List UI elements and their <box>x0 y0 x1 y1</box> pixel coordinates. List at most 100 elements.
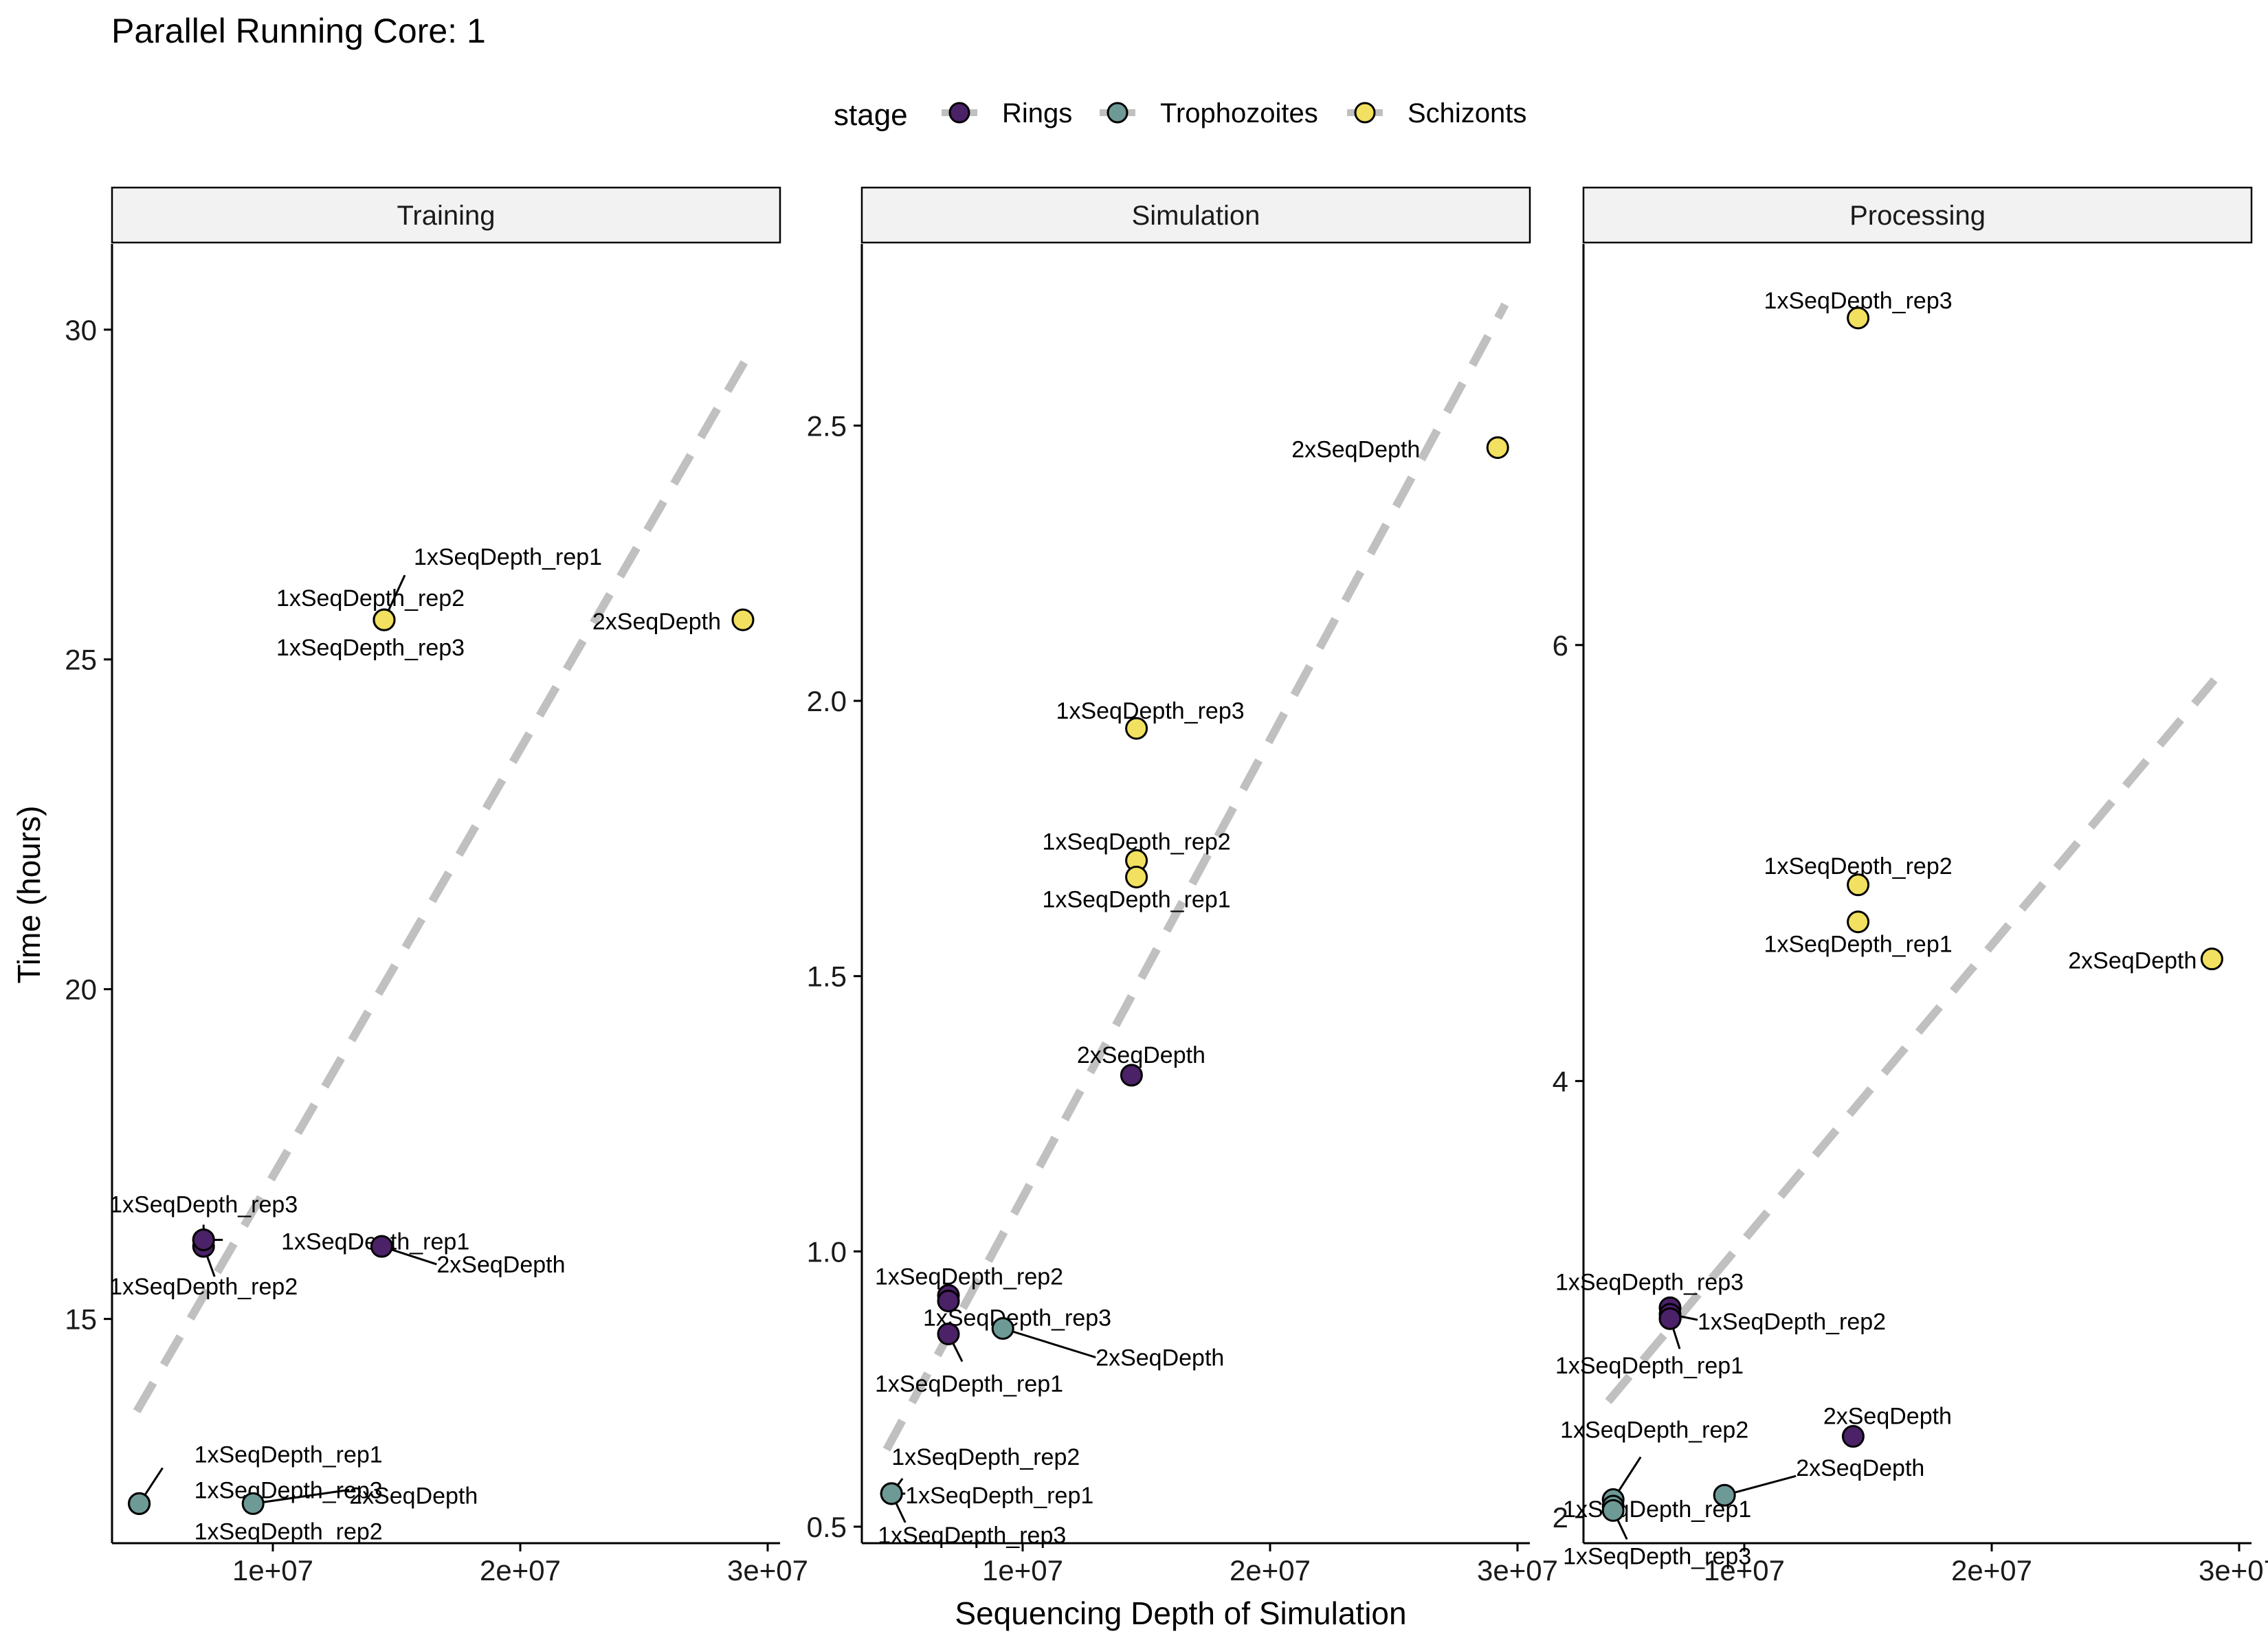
facet-strip <box>1582 186 2253 244</box>
legend: stage Rings Trophozoites Schizonts <box>834 98 1526 132</box>
point-label: 1xSeqDepth_rep3 <box>276 635 465 661</box>
data-point-schizonts <box>1486 436 1509 459</box>
x-tick-label: 3e+07 <box>727 1554 808 1586</box>
trend-line <box>882 302 1509 1452</box>
point-label: 1xSeqDepth_rep1 <box>1555 1353 1744 1379</box>
point-label: 1xSeqDepth_rep3 <box>1563 1543 1751 1569</box>
y-tick-label: 30 <box>65 314 97 346</box>
x-tick-label: 2e+07 <box>1230 1554 1311 1586</box>
data-point-schizonts <box>1847 910 1870 934</box>
y-tick-label: 6 <box>1553 629 1568 662</box>
y-tick-label: 1.5 <box>807 961 847 993</box>
y-tick-label: 2.0 <box>807 685 847 717</box>
panel-processing: Processing 2 4 6 1e+07 2e+07 3e+07 1xSeqDepth_r… <box>1553 186 2268 1586</box>
x-tick-label: 3e+07 <box>1477 1554 1558 1586</box>
data-point-rings <box>1658 1307 1682 1330</box>
y-tick-label: 20 <box>65 974 97 1006</box>
facet-strip <box>860 186 1531 244</box>
y-tick-label: 2 <box>1553 1501 1568 1534</box>
data-point-trophozoites <box>991 1317 1014 1340</box>
legend-title: stage <box>834 98 908 132</box>
point-label: 1xSeqDepth_rep2 <box>194 1518 383 1545</box>
x-axis-title: Sequencing Depth of Simulation <box>955 1595 1406 1631</box>
x-tick-label: 1e+07 <box>1704 1554 1785 1586</box>
y-tick-label: 0.5 <box>807 1511 847 1543</box>
data-point-trophozoites <box>1601 1499 1625 1522</box>
point-label: 2xSeqDepth <box>592 609 721 635</box>
label-leader-line <box>1002 1327 1096 1358</box>
point-label: 2xSeqDepth <box>1077 1042 1205 1068</box>
y-tick-label: 4 <box>1553 1065 1568 1097</box>
y-axis-title: Time (hours) <box>11 806 47 984</box>
point-label: 1xSeqDepth_rep3 <box>109 1191 298 1218</box>
point-label: 1xSeqDepth_rep1 <box>194 1442 383 1468</box>
data-point-rings <box>937 1323 960 1346</box>
data-point-trophozoites <box>880 1482 903 1505</box>
data-point-rings <box>370 1235 393 1258</box>
plot-title: Parallel Running Core: 1 <box>111 12 486 50</box>
facet-strip-label: Processing <box>1849 201 1986 231</box>
legend-key-point <box>948 102 970 124</box>
point-label: 1xSeqDepth_rep1 <box>875 1371 1063 1398</box>
point-label: 2xSeqDepth <box>1096 1345 1224 1371</box>
legend-key-point <box>1107 102 1129 124</box>
x-tick-label: 2e+07 <box>480 1554 561 1586</box>
data-point-trophozoites <box>128 1492 151 1515</box>
legend-item-schizonts: Schizonts <box>1347 98 1526 128</box>
legend-item-rings: Rings <box>942 98 1072 128</box>
point-label: 1xSeqDepth_rep2 <box>1698 1309 1886 1335</box>
point-label: 2xSeqDepth <box>436 1252 565 1278</box>
point-label: 1xSeqDepth_rep1 <box>1043 886 1231 912</box>
point-labels: 2xSeqDepth 1xSeqDepth_rep3 1xSeqDepth_rep2… <box>875 436 1420 1548</box>
point-label: 2xSeqDepth <box>2068 948 2197 974</box>
legend-item-trophozoites: Trophozoites <box>1100 98 1318 128</box>
point-label: 2xSeqDepth <box>1291 436 1420 462</box>
point-label: 1xSeqDepth_rep1 <box>414 544 602 570</box>
facet-strip-label: Simulation <box>1132 201 1260 231</box>
point-label: 1xSeqDepth_rep2 <box>1560 1417 1748 1444</box>
data-point-schizonts <box>373 608 396 631</box>
data-point-schizonts <box>1847 306 1870 330</box>
label-leader-line <box>252 1488 350 1505</box>
legend-label: Trophozoites <box>1160 98 1318 128</box>
panel-training: Training 15 20 25 30 1e+07 2e+07 3e+07 1xSeqDept… <box>65 186 808 1586</box>
legend-label: Schizonts <box>1408 98 1526 128</box>
x-tick-label: 2e+07 <box>1951 1554 2032 1586</box>
data-points <box>128 608 755 1515</box>
point-label: 1xSeqDepth_rep3 <box>1555 1269 1744 1295</box>
data-point-rings <box>1120 1064 1143 1087</box>
y-tick-label: 2.5 <box>807 410 847 442</box>
legend-label: Rings <box>1002 98 1072 128</box>
data-points <box>880 436 1509 1505</box>
x-tick-label: 1e+07 <box>982 1554 1063 1586</box>
panel-simulation: Simulation 0.5 1.0 1.5 2.0 2.5 1e+07 2e+07 3e+07… <box>807 186 1558 1586</box>
trend-line <box>133 354 752 1414</box>
x-tick-label: 1e+07 <box>232 1554 313 1586</box>
point-label: 1xSeqDepth_rep2 <box>109 1274 298 1300</box>
data-point-rings <box>937 1289 960 1312</box>
facet-strip-label: Training <box>397 201 495 231</box>
data-point-trophozoites <box>241 1492 265 1515</box>
legend-key-point <box>1354 102 1376 124</box>
data-point-trophozoites <box>1713 1483 1736 1507</box>
label-leader-line <box>1724 1474 1797 1496</box>
point-label: 2xSeqDepth <box>1823 1404 1952 1430</box>
facet-strip <box>111 186 781 244</box>
data-point-rings <box>1841 1425 1865 1448</box>
point-label: 1xSeqDepth_rep1 <box>905 1483 1093 1509</box>
data-point-schizonts <box>1125 865 1148 888</box>
data-point-rings <box>192 1228 215 1251</box>
point-label: 1xSeqDepth_rep3 <box>878 1523 1066 1549</box>
data-points <box>1601 306 2223 1522</box>
point-label: 2xSeqDepth <box>1796 1455 1924 1481</box>
data-point-schizonts <box>1125 717 1148 740</box>
point-label: 2xSeqDepth <box>349 1483 478 1509</box>
point-label: 1xSeqDepth_rep1 <box>1764 932 1953 958</box>
point-label: 1xSeqDepth_rep3 <box>1056 698 1245 724</box>
point-label: 1xSeqDepth_rep2 <box>276 585 465 612</box>
y-tick-label: 1.0 <box>807 1235 847 1268</box>
data-point-schizonts <box>1847 873 1870 897</box>
